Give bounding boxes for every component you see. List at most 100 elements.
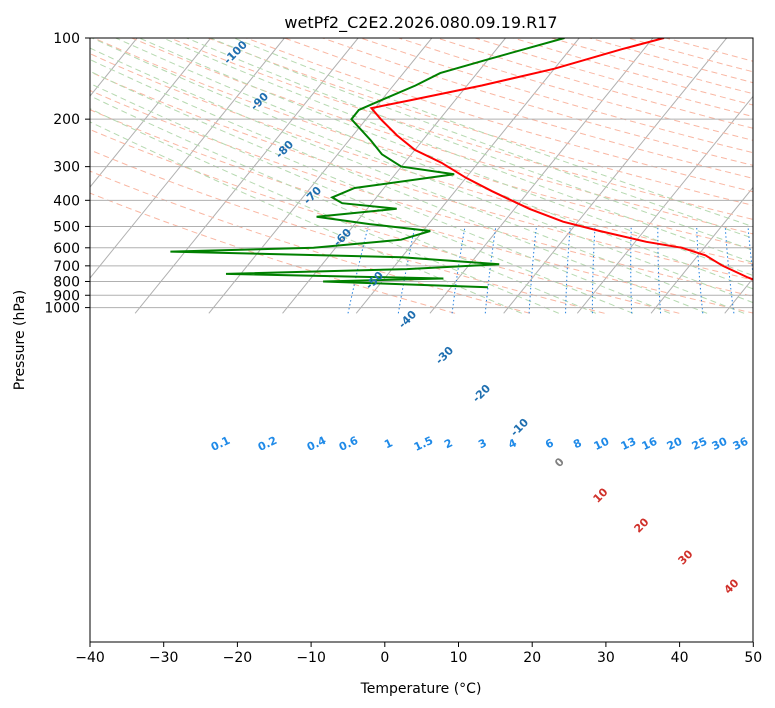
moist-adiabat bbox=[210, 38, 753, 239]
dry-adiabat bbox=[90, 149, 605, 314]
dry-adiabat bbox=[90, 109, 753, 314]
isobar-grid bbox=[90, 38, 753, 309]
dry-adiabat-label: 40 bbox=[722, 576, 742, 596]
isotherm-line bbox=[90, 38, 138, 97]
moist-adiabat bbox=[162, 38, 753, 264]
y-tick-label: 900 bbox=[53, 288, 80, 304]
isotherm-line bbox=[208, 38, 433, 314]
mixing-ratio-label: 0.4 bbox=[305, 434, 328, 454]
dry-adiabat bbox=[90, 128, 680, 314]
dry-adiabat bbox=[474, 38, 753, 118]
x-tick-label: −10 bbox=[296, 650, 326, 666]
dry-adiabat bbox=[90, 170, 531, 314]
x-tick-label: −20 bbox=[223, 650, 253, 666]
mixing-ratio-label: 6 bbox=[543, 436, 556, 451]
dry-adiabat bbox=[589, 38, 753, 84]
mixing-ratio-label: 16 bbox=[640, 435, 660, 453]
dry-adiabat-label: 30 bbox=[676, 547, 696, 567]
x-tick-label: −30 bbox=[149, 650, 179, 666]
mixing-ratio-label: 25 bbox=[690, 435, 709, 453]
y-tick-label: 200 bbox=[53, 112, 80, 128]
dry-adiabat bbox=[90, 89, 753, 297]
dry-adiabat bbox=[665, 38, 753, 62]
dry-adiabat-label: -40 bbox=[396, 308, 419, 331]
moist-adiabat bbox=[91, 38, 753, 304]
mixing-ratio-label: 0.1 bbox=[209, 434, 232, 454]
isotherm-line bbox=[724, 277, 753, 314]
dry-adiabat bbox=[322, 38, 753, 166]
y-axis-label: Pressure (hPa) bbox=[12, 290, 28, 390]
dry-adiabat bbox=[360, 38, 753, 154]
mixing-ratio-line bbox=[591, 226, 596, 314]
mixing-ratio-label: 3 bbox=[476, 436, 488, 451]
mixing-ratio-label: 30 bbox=[710, 435, 730, 453]
moist-adiabat bbox=[90, 58, 708, 314]
mixing-ratio-label: 10 bbox=[592, 435, 612, 453]
moist-adiabat bbox=[115, 38, 753, 290]
moist-adiabat bbox=[90, 70, 671, 314]
moist-adiabat bbox=[233, 38, 753, 228]
y-tick-label: 1000 bbox=[44, 301, 80, 317]
dry-adiabat bbox=[398, 38, 753, 141]
isotherm-line bbox=[90, 38, 212, 188]
moist-adiabat bbox=[139, 38, 753, 277]
x-tick-label: 0 bbox=[380, 650, 389, 666]
dry-adiabat-label: 0 bbox=[552, 455, 567, 470]
mixing-ratio-label: 0.6 bbox=[337, 434, 360, 454]
dry-adiabat-label: -30 bbox=[433, 344, 456, 367]
mixing-ratio-label: 0.2 bbox=[256, 434, 279, 454]
isotherm-line bbox=[429, 38, 654, 314]
x-tick-label: −40 bbox=[75, 650, 105, 666]
mixing-ratio-label: 20 bbox=[665, 435, 685, 453]
isotherm-line bbox=[134, 38, 359, 314]
y-tick-label: 700 bbox=[53, 259, 80, 275]
mixing-ratio-line bbox=[565, 226, 571, 314]
moist-adiabat bbox=[90, 47, 745, 314]
mixing-ratio-label: 1 bbox=[382, 436, 394, 451]
isotherm-line bbox=[576, 95, 753, 314]
mixing-ratio-label: 8 bbox=[571, 436, 583, 451]
dry-adiabat bbox=[93, 38, 753, 250]
y-tick-label: 500 bbox=[53, 219, 80, 235]
dry-adiabat-label: 10 bbox=[591, 485, 611, 505]
x-tick-label: 20 bbox=[523, 650, 541, 666]
y-tick-label: 300 bbox=[53, 160, 80, 176]
mixing-ratio-line bbox=[528, 226, 537, 314]
x-axis: −40 −30 −20 −10 0 10 20 30 40 50 bbox=[75, 642, 762, 666]
dry-adiabat bbox=[90, 71, 753, 281]
isotherm-line bbox=[90, 38, 285, 279]
dry-adiabat bbox=[131, 38, 753, 235]
dry-adiabat-label: -10 bbox=[508, 416, 531, 439]
isotherm-line bbox=[503, 38, 728, 314]
plot-frame bbox=[89, 37, 754, 643]
dewpoint-profile bbox=[170, 38, 565, 289]
moist-adiabat bbox=[90, 95, 597, 314]
dry-adiabat bbox=[169, 38, 753, 220]
x-axis-label: Temperature (°C) bbox=[360, 681, 482, 697]
plot-background-lines bbox=[90, 38, 753, 314]
dry-adiabat-label: 20 bbox=[632, 515, 652, 535]
mixing-ratio-line bbox=[657, 226, 662, 314]
mixing-ratio-label: 36 bbox=[731, 435, 751, 453]
dry-adiabat-label: -70 bbox=[301, 184, 324, 207]
x-tick-label: 10 bbox=[450, 650, 468, 666]
y-tick-label: 600 bbox=[53, 241, 80, 257]
y-tick-label: 800 bbox=[53, 274, 80, 290]
temperature-profile bbox=[369, 38, 753, 281]
y-tick-label: 100 bbox=[53, 31, 80, 47]
x-tick-label: 50 bbox=[744, 650, 762, 666]
dry-adiabat bbox=[90, 192, 456, 314]
mixing-ratio-label: 2 bbox=[442, 436, 454, 451]
isotherm-line bbox=[355, 38, 580, 314]
series-layer bbox=[170, 38, 753, 289]
isotherm-line bbox=[650, 186, 753, 314]
chart-title: wetPf2_C2E2.2026.080.09.19.R17 bbox=[284, 13, 557, 33]
x-tick-label: 30 bbox=[597, 650, 615, 666]
moist-adiabat bbox=[90, 108, 559, 314]
x-tick-label: 40 bbox=[671, 650, 689, 666]
isotherm-line bbox=[282, 38, 506, 314]
moist-adiabat bbox=[90, 82, 634, 314]
dry-adiabat-label: -20 bbox=[470, 382, 493, 405]
